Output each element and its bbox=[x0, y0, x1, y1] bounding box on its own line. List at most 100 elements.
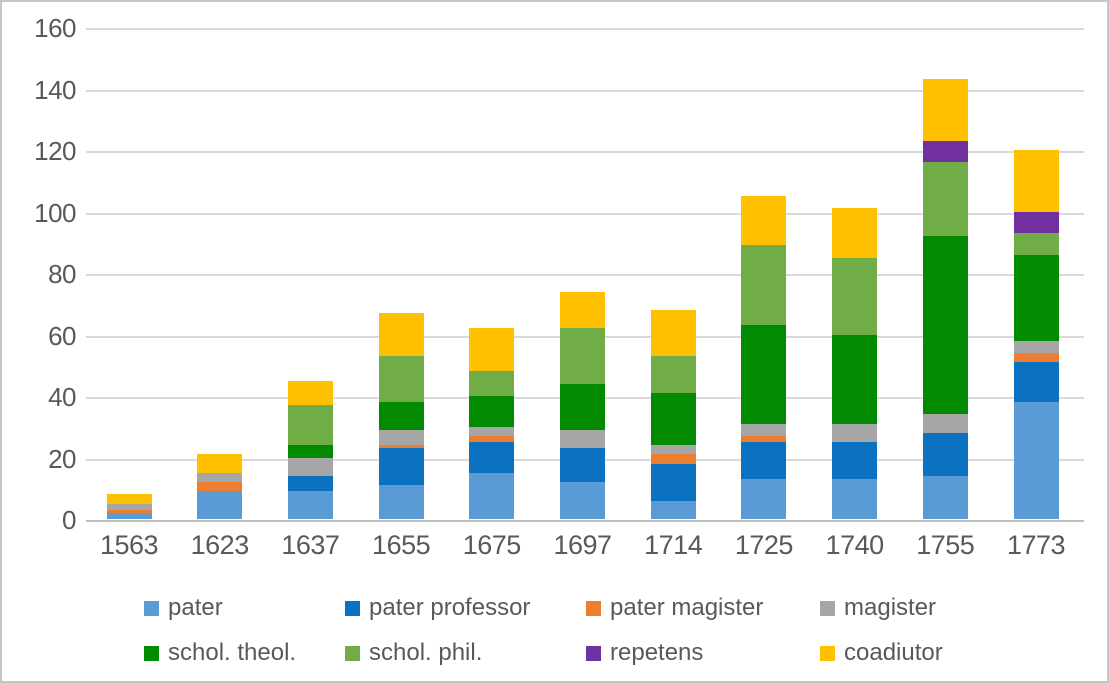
bar-segment-magister-1755 bbox=[922, 414, 968, 433]
legend-item-schol-phil-: schol. phil. bbox=[345, 639, 482, 667]
bar-segment-schol-phil--1755 bbox=[922, 162, 968, 237]
legend-item-coadiutor: coadiutor bbox=[820, 639, 943, 667]
bar-segment-schol-phil--1637 bbox=[287, 405, 333, 446]
x-axis-label-1563: 1563 bbox=[99, 530, 159, 560]
bar-segment-coadiutor-1563 bbox=[106, 494, 152, 504]
legend-label: schol. theol. bbox=[168, 639, 297, 666]
bar-column-1725 bbox=[741, 196, 787, 519]
x-axis-label-1725: 1725 bbox=[734, 530, 794, 560]
bar-segment-pater-magister-1675 bbox=[469, 435, 515, 443]
x-axis-label-1637: 1637 bbox=[281, 530, 340, 560]
bar-segment-pater-1655 bbox=[378, 485, 424, 519]
bar-segment-coadiutor-1697 bbox=[560, 291, 605, 329]
legend-label: magister bbox=[844, 594, 937, 621]
bar-segment-schol-phil--1725 bbox=[741, 245, 787, 326]
bar-segment-pater-magister-1655 bbox=[378, 445, 424, 449]
bar-column-1655 bbox=[378, 313, 424, 519]
bar-segment-schol-phil--1740 bbox=[832, 257, 878, 335]
bar-segment-pater-professor-1675 bbox=[469, 442, 515, 473]
bar-segment-pater-professor-1697 bbox=[560, 448, 605, 483]
y-axis-label-100: 100 bbox=[34, 197, 76, 228]
bar-segment-pater-professor-1755 bbox=[922, 432, 968, 476]
bar-segment-pater-professor-1773 bbox=[1013, 362, 1059, 403]
bar-segment-coadiutor-1675 bbox=[469, 328, 515, 372]
bar-segment-schol-phil--1714 bbox=[650, 356, 696, 393]
legend-swatch-icon bbox=[820, 600, 835, 616]
y-axis-label-0: 0 bbox=[62, 505, 76, 535]
legend-swatch-icon bbox=[345, 645, 360, 661]
legend-item-magister: magister bbox=[820, 594, 936, 622]
bar-column-1637 bbox=[287, 380, 333, 519]
y-axis-label-60: 60 bbox=[48, 320, 76, 351]
legend-swatch-icon bbox=[345, 600, 360, 616]
bar-segment-schol-theol--1755 bbox=[922, 236, 968, 415]
bar-segment-coadiutor-1637 bbox=[287, 380, 333, 406]
bar-segment-pater-professor-1714 bbox=[650, 463, 696, 501]
legend-item-schol-theol-: schol. theol. bbox=[144, 639, 296, 667]
bar-segment-pater-1637 bbox=[287, 491, 333, 519]
legend-label: coadiutor bbox=[844, 639, 943, 666]
y-axis-label-120: 120 bbox=[34, 136, 76, 166]
x-axis-label-1755: 1755 bbox=[916, 530, 975, 560]
y-axis-label-160: 160 bbox=[34, 13, 76, 43]
bar-segment-magister-1740 bbox=[832, 423, 878, 443]
x-axis-label-1623: 1623 bbox=[190, 530, 250, 560]
bar-segment-pater-magister-1725 bbox=[741, 436, 787, 443]
bar-segment-coadiutor-1714 bbox=[650, 309, 696, 357]
bar-segment-magister-1773 bbox=[1013, 340, 1059, 353]
bar-segment-pater-1563 bbox=[106, 512, 152, 519]
bar-segment-pater-1623 bbox=[197, 491, 243, 519]
bar-segment-pater-professor-1725 bbox=[741, 442, 787, 480]
bar-column-1755 bbox=[922, 79, 968, 519]
bar-segment-schol-theol--1697 bbox=[560, 383, 605, 430]
bar-column-1740 bbox=[832, 208, 878, 519]
bar-segment-pater-1675 bbox=[469, 472, 515, 519]
gridline-140 bbox=[86, 89, 1084, 92]
bar-segment-schol-phil--1655 bbox=[378, 356, 424, 403]
legend-swatch-icon bbox=[820, 645, 835, 661]
legend-label: pater professor bbox=[369, 594, 531, 621]
gridline-100 bbox=[86, 212, 1084, 215]
gridline-120 bbox=[86, 151, 1084, 153]
bar-column-1697 bbox=[560, 291, 605, 519]
bar-segment-magister-1637 bbox=[287, 457, 333, 476]
bar-segment-magister-1563 bbox=[106, 503, 152, 510]
bar-segment-pater-professor-1637 bbox=[287, 475, 333, 492]
bar-segment-coadiutor-1755 bbox=[922, 79, 968, 141]
legend-swatch-icon bbox=[144, 600, 159, 616]
x-axis-label-1740: 1740 bbox=[825, 530, 885, 560]
legend-swatch-icon bbox=[586, 600, 601, 616]
bar-segment-coadiutor-1773 bbox=[1013, 150, 1059, 212]
bar-segment-pater-1755 bbox=[922, 475, 968, 519]
y-axis-label-40: 40 bbox=[48, 382, 76, 412]
bar-segment-schol-theol--1637 bbox=[287, 445, 333, 458]
bar-segment-pater-1740 bbox=[832, 479, 878, 519]
x-axis-line bbox=[86, 520, 1084, 522]
x-axis-label-1714: 1714 bbox=[644, 530, 703, 560]
bar-segment-schol-theol--1655 bbox=[378, 402, 424, 430]
bar-segment-magister-1655 bbox=[378, 429, 424, 446]
y-axis-label-20: 20 bbox=[48, 443, 76, 474]
bar-segment-coadiutor-1740 bbox=[832, 208, 878, 258]
gridline-80 bbox=[86, 274, 1084, 276]
bar-segment-coadiutor-1623 bbox=[197, 454, 243, 473]
bar-segment-pater-professor-1655 bbox=[378, 448, 424, 486]
bar-segment-magister-1714 bbox=[650, 445, 696, 455]
bar-segment-pater-magister-1623 bbox=[197, 482, 243, 492]
legend-item-repetens: repetens bbox=[586, 639, 703, 667]
bar-segment-pater-professor-1740 bbox=[832, 442, 878, 480]
bar-segment-pater-1725 bbox=[741, 479, 787, 519]
bar-column-1714 bbox=[650, 309, 696, 519]
bar-segment-schol-phil--1675 bbox=[469, 371, 515, 397]
bar-column-1623 bbox=[197, 454, 243, 519]
bar-segment-magister-1675 bbox=[469, 426, 515, 436]
bar-segment-pater-magister-1563 bbox=[106, 509, 152, 513]
x-axis-label-1773: 1773 bbox=[1006, 530, 1066, 560]
bar-segment-schol-theol--1675 bbox=[469, 396, 515, 427]
legend-item-pater: pater bbox=[144, 594, 223, 622]
bar-column-1675 bbox=[469, 328, 515, 519]
y-axis-label-80: 80 bbox=[48, 259, 76, 289]
bar-segment-pater-magister-1773 bbox=[1013, 352, 1059, 363]
bar-segment-repetens-1773 bbox=[1013, 211, 1059, 234]
